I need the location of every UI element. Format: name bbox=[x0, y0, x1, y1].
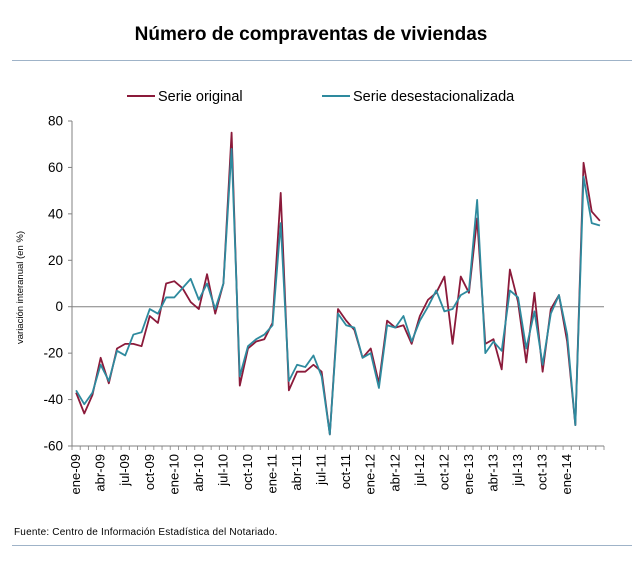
y-tick-label: 20 bbox=[48, 253, 63, 268]
x-tick-label: jul-12 bbox=[412, 454, 427, 487]
line-chart: -60 -40 -20 0 20 40 60 80 variación interanual (… bbox=[15, 89, 605, 494]
series-line-desestacionalizada bbox=[75, 147, 601, 436]
x-tick-label: ene-12 bbox=[363, 454, 378, 494]
x-tick-label: ene-13 bbox=[461, 454, 476, 494]
x-tick-label: oct-12 bbox=[436, 454, 451, 490]
y-tick-label: 80 bbox=[48, 114, 63, 129]
series-line-original bbox=[75, 131, 601, 436]
x-tick-label: oct-09 bbox=[142, 454, 157, 490]
y-axis-label: variación interanual (en %) bbox=[15, 231, 26, 344]
x-tick-label: jul-13 bbox=[510, 454, 525, 487]
x-tick-label: ene-09 bbox=[68, 454, 83, 494]
x-tick-label: abr-09 bbox=[93, 454, 108, 492]
footer-divider bbox=[12, 545, 632, 546]
x-tick-label: abr-13 bbox=[486, 454, 501, 492]
x-tick-label: abr-11 bbox=[289, 454, 304, 491]
x-tick-label: abr-12 bbox=[387, 454, 402, 492]
x-tick-label: ene-11 bbox=[265, 454, 280, 494]
legend-label: Serie desestacionalizada bbox=[353, 89, 515, 105]
x-tick-label: jul-11 bbox=[314, 454, 329, 486]
y-tick-label: 40 bbox=[48, 206, 63, 221]
y-tick-label: 60 bbox=[48, 160, 63, 175]
y-tick-label: -20 bbox=[43, 346, 63, 361]
title-divider bbox=[12, 60, 632, 61]
legend-label: Serie original bbox=[158, 89, 243, 105]
x-tick-label: abr-10 bbox=[191, 454, 206, 492]
x-tick-label: jul-09 bbox=[117, 454, 132, 487]
x-tick-label: ene-14 bbox=[559, 454, 574, 494]
y-tick-label: -40 bbox=[43, 392, 63, 407]
source-note: Fuente: Centro de Información Estadístic… bbox=[14, 527, 278, 538]
y-tick-label: 0 bbox=[55, 299, 63, 314]
x-tick-label: oct-13 bbox=[535, 454, 550, 490]
x-tick-label: oct-10 bbox=[240, 454, 255, 490]
chart-title: Número de compraventas de viviendas bbox=[134, 24, 488, 45]
x-tick-label: jul-10 bbox=[215, 454, 230, 487]
y-tick-label: -60 bbox=[43, 439, 63, 454]
x-tick-label: oct-11 bbox=[338, 454, 353, 489]
x-tick-label: ene-10 bbox=[166, 454, 181, 494]
